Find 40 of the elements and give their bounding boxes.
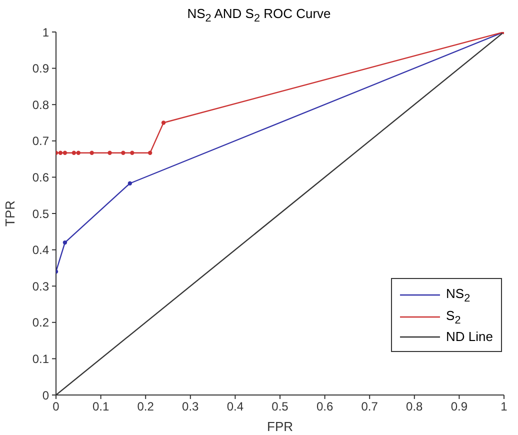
x-tick-label: 0.2 — [137, 400, 154, 414]
point — [130, 150, 134, 155]
y-tick-label: 0.2 — [32, 316, 50, 330]
y-tick-label: 0.9 — [32, 62, 50, 76]
legend-label: NS$_{2}$ — [446, 286, 470, 305]
point — [62, 150, 68, 155]
y-axis-title: TPR — [2, 200, 18, 226]
x-tick-label: 0.6 — [316, 400, 334, 414]
x-tick-label: 0.3 — [182, 400, 200, 414]
point — [161, 120, 166, 125]
y-tick-label: 0.5 — [32, 206, 50, 221]
x-tick-label: 1 — [500, 400, 508, 414]
x-tick-label: 0 — [52, 400, 60, 414]
x-tick-label: 0.1 — [92, 400, 110, 414]
point — [58, 150, 63, 155]
y-tick-label: 0.3 — [32, 279, 50, 294]
y-tick-label: 0.7 — [32, 134, 50, 148]
point — [90, 150, 94, 155]
point — [62, 240, 68, 245]
x-tick-label: 0.5 — [272, 400, 289, 414]
x-tick-label: 0.7 — [361, 400, 378, 414]
y-tick-label: 0 — [42, 388, 50, 402]
x-tick-label: 0.9 — [450, 400, 468, 414]
x-tick-label: 0.8 — [406, 400, 424, 414]
y-tick-label: 0.8 — [32, 98, 50, 112]
legend-label: S$_{2}$ — [446, 308, 461, 326]
chart-title: NS$_{2}$ AND S$_{2}$ ROC Curve — [187, 6, 331, 25]
point — [76, 150, 80, 155]
point — [148, 150, 152, 155]
y-tick-label: 0.4 — [32, 243, 50, 258]
y-tick-label: 0.6 — [32, 170, 50, 184]
x-tick-label: 0.4 — [226, 400, 244, 414]
point — [121, 150, 126, 155]
point — [72, 150, 76, 155]
y-tick-label: 1 — [42, 25, 50, 40]
y-tick-label: 0.1 — [32, 352, 50, 366]
point — [108, 150, 112, 155]
point — [128, 181, 132, 186]
x-axis-title: FPR — [267, 419, 293, 434]
legend-label: ND Line — [446, 329, 493, 344]
